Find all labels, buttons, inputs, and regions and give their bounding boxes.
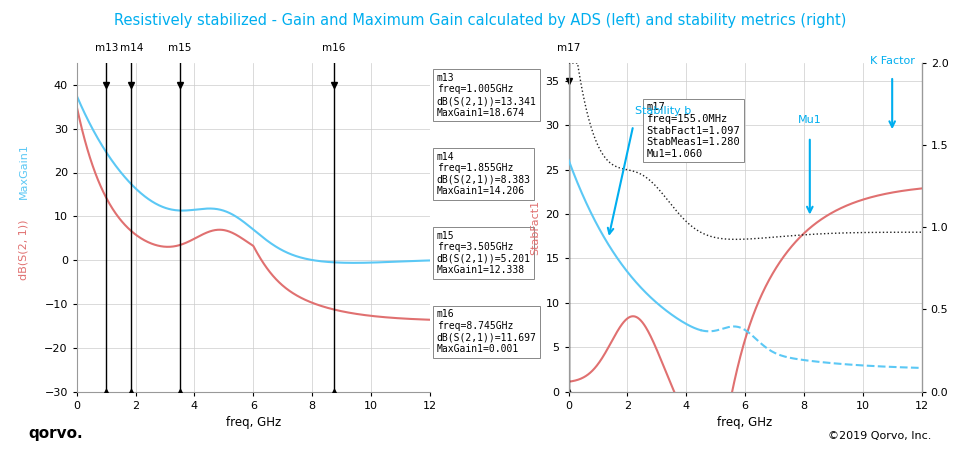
Text: Mu1: Mu1 (798, 115, 822, 126)
Text: K Factor: K Factor (870, 56, 915, 66)
Text: m17
freq=155.0MHz
StabFact1=1.097
StabMeas1=1.280
Mu1=1.060: m17 freq=155.0MHz StabFact1=1.097 StabMe… (646, 103, 740, 159)
Text: m14: m14 (120, 43, 143, 53)
Text: m14
freq=1.855GHz
dB(S(2,1))=8.383
MaxGain1=14.206: m14 freq=1.855GHz dB(S(2,1))=8.383 MaxGa… (437, 152, 531, 197)
Text: dB(S(2, 1)): dB(S(2, 1)) (19, 220, 29, 280)
Text: m17: m17 (557, 43, 580, 53)
Text: m16
freq=8.745GHz
dB(S(2,1))=11.697
MaxGain1=0.001: m16 freq=8.745GHz dB(S(2,1))=11.697 MaxG… (437, 310, 537, 354)
Text: Resistively stabilized - Gain and Maximum Gain calculated by ADS (left) and stab: Resistively stabilized - Gain and Maximu… (114, 14, 846, 28)
Text: m13: m13 (95, 43, 118, 53)
Text: Stability b: Stability b (635, 106, 691, 116)
Y-axis label: StabFact1: StabFact1 (530, 200, 540, 255)
Text: m15
freq=3.505GHz
dB(S(2,1))=5.201
MaxGain1=12.338: m15 freq=3.505GHz dB(S(2,1))=5.201 MaxGa… (437, 230, 531, 275)
X-axis label: freq, GHz: freq, GHz (226, 416, 281, 429)
Text: m16: m16 (323, 43, 346, 53)
Text: qorvo.: qorvo. (29, 426, 84, 441)
X-axis label: freq, GHz: freq, GHz (717, 416, 773, 429)
Text: m15: m15 (168, 43, 192, 53)
Text: m13
freq=1.005GHz
dB(S(2,1))=13.341
MaxGain1=18.674: m13 freq=1.005GHz dB(S(2,1))=13.341 MaxG… (437, 73, 537, 117)
Text: MaxGain1: MaxGain1 (19, 144, 29, 199)
Text: ©2019 Qorvo, Inc.: ©2019 Qorvo, Inc. (828, 431, 931, 441)
